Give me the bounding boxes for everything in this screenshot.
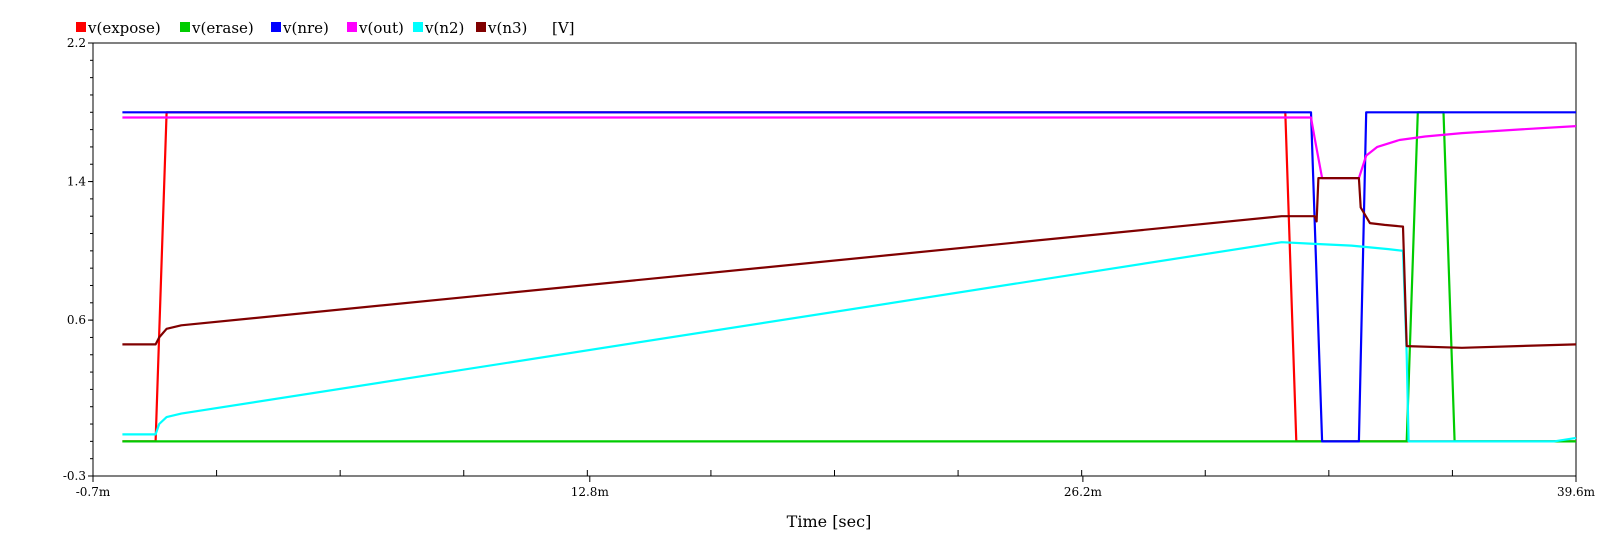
x-axis-title: Time [sec] [787,512,872,531]
series-line-verase [122,111,1576,443]
x-tick-label: -0.7m [76,485,111,499]
y-unit-label: [V] [552,19,575,37]
series-line-vn2 [122,241,1577,443]
legend-swatch [413,22,423,32]
y-tick-label: 0.6 [67,313,86,327]
y-tick-label: 1.4 [67,175,86,189]
y-axis: 2.2 1.4 0.6 -0.3 [63,36,93,483]
legend-label: v(erase) [191,19,254,37]
legend-swatch [271,22,281,32]
legend-swatch [180,22,190,32]
legend-swatch [76,22,86,32]
x-tick-label: 39.6m [1557,485,1596,499]
x-axis: -0.7m 12.8m 26.2m 39.6m [76,470,1596,499]
legend-label: v(n3) [487,19,527,37]
legend-label: v(expose) [87,19,161,37]
x-tick-label: 12.8m [571,485,610,499]
legend-swatch [347,22,357,32]
y-tick-label: 2.2 [67,36,86,50]
series-lines [122,111,1577,443]
series-line-vnre [122,111,1576,443]
legend-swatch [476,22,486,32]
series-line-vout [122,116,1577,180]
chart-legend: v(expose) v(erase) v(nre) v(out) v(n2) v(n3) [76,19,527,37]
y-tick-label: -0.3 [63,469,86,483]
legend-label: v(out) [358,19,404,37]
series-line-vexpose [122,111,1576,443]
legend-label: v(n2) [424,19,464,37]
series-line-vn3 [122,177,1577,349]
legend-label: v(nre) [282,19,329,37]
x-tick-label: 26.2m [1064,485,1103,499]
